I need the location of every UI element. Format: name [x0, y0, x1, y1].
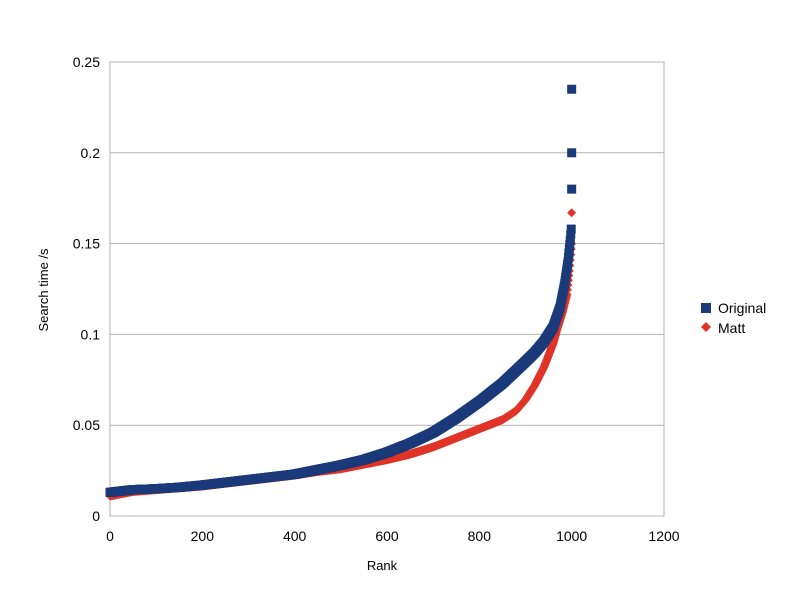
- data-point-original: [566, 224, 576, 234]
- legend-label-original: Original: [718, 300, 766, 316]
- legend-label-matt: Matt: [718, 320, 745, 336]
- y-tick-label: 0.05: [73, 417, 100, 433]
- data-point-original: [567, 184, 577, 194]
- y-tick-label: 0: [92, 508, 100, 524]
- data-point-original: [567, 84, 577, 94]
- y-axis-title: Search time /s: [36, 248, 51, 332]
- y-tick-label: 0.25: [73, 54, 100, 70]
- data-point-original: [565, 235, 575, 245]
- x-tick-label: 600: [375, 528, 399, 544]
- x-tick-label: 800: [468, 528, 492, 544]
- data-point-matt: [567, 208, 577, 218]
- x-tick-label: 1000: [556, 528, 587, 544]
- series-markers: [105, 84, 577, 501]
- y-tick-label: 0.15: [73, 236, 100, 252]
- y-tick-label: 0.1: [81, 326, 101, 342]
- legend-marker-original: [701, 303, 711, 313]
- legend-marker-matt: [701, 322, 711, 332]
- legend: Original Matt: [701, 300, 766, 336]
- x-tick-label: 1200: [648, 528, 679, 544]
- plot-area-border: [109, 61, 665, 517]
- data-point-original: [566, 230, 576, 240]
- y-tick-label: 0.2: [81, 145, 101, 161]
- x-tick-label: 200: [191, 528, 215, 544]
- x-tick-label: 400: [283, 528, 307, 544]
- data-point-original: [567, 148, 577, 158]
- x-tick-label: 0: [106, 528, 114, 544]
- x-axis-tick-labels: 0 200 400 600 800 1000 1200: [106, 528, 680, 544]
- y-axis-tick-labels: 0 0.05 0.1 0.15 0.2 0.25: [73, 54, 100, 524]
- x-axis-title: Rank: [367, 558, 398, 573]
